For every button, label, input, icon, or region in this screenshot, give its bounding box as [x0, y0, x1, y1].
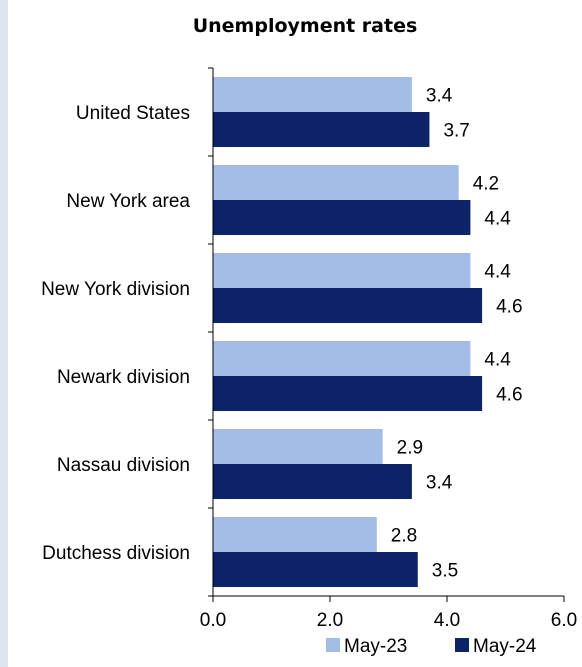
bar-may-24-4 [213, 464, 412, 499]
x-tick-label: 6.0 [551, 610, 577, 631]
chart-panel: Unemployment rates 3.4 3.7 4.2 4.4 4.4 4.6 4.4… [8, 0, 582, 667]
legend-swatch-may-24 [455, 638, 469, 652]
x-tick-label: 4.0 [434, 610, 460, 631]
category-label: Nassau division [57, 455, 190, 476]
legend-label: May-24 [473, 636, 537, 657]
data-label: 3.7 [443, 121, 469, 142]
legend-swatch-may-23 [326, 638, 340, 652]
data-label: 3.4 [426, 473, 453, 494]
bar-may-24-0 [213, 112, 430, 147]
bar-may-24-3 [213, 376, 483, 411]
category-label: New York division [41, 279, 190, 300]
data-label: 4.4 [484, 262, 511, 283]
chart-title: Unemployment rates [193, 15, 418, 37]
data-label: 2.8 [391, 526, 417, 547]
bar-may-23-2 [213, 253, 471, 288]
bar-may-24-2 [213, 288, 483, 323]
category-labels-group: United States New York area New York divis… [41, 103, 190, 564]
bar-may-23-4 [213, 429, 383, 464]
bar-may-23-5 [213, 517, 377, 552]
data-label: 4.2 [473, 174, 499, 195]
data-labels-group: 3.43.74.24.44.44.64.44.62.93.42.83.5 [391, 86, 523, 582]
bar-may-23-3 [213, 341, 471, 376]
category-label: New York area [66, 191, 190, 212]
x-axis: 0.0 2.0 4.0 6.0 [200, 67, 577, 631]
bar-may-23-1 [213, 165, 459, 200]
bars-group [213, 77, 483, 587]
data-label: 4.6 [496, 297, 522, 318]
data-label: 3.5 [432, 561, 458, 582]
bar-may-24-5 [213, 552, 418, 587]
data-label: 2.9 [397, 438, 423, 459]
x-tick-label: 2.0 [317, 610, 343, 631]
data-label: 4.4 [484, 350, 511, 371]
data-label: 4.6 [496, 385, 522, 406]
category-label: Dutchess division [42, 543, 190, 564]
data-label: 4.4 [484, 209, 511, 230]
legend: May-23 May-24 [326, 636, 537, 657]
data-label: 3.4 [426, 86, 453, 107]
legend-label: May-23 [344, 636, 407, 657]
bar-chart: Unemployment rates 3.4 3.7 4.2 4.4 4.4 4.6 4.4… [41, 15, 577, 657]
category-label: United States [76, 103, 190, 124]
bar-may-23-0 [213, 77, 412, 112]
bar-may-24-1 [213, 200, 471, 235]
category-label: Newark division [57, 367, 190, 388]
x-tick-label: 0.0 [200, 610, 226, 631]
